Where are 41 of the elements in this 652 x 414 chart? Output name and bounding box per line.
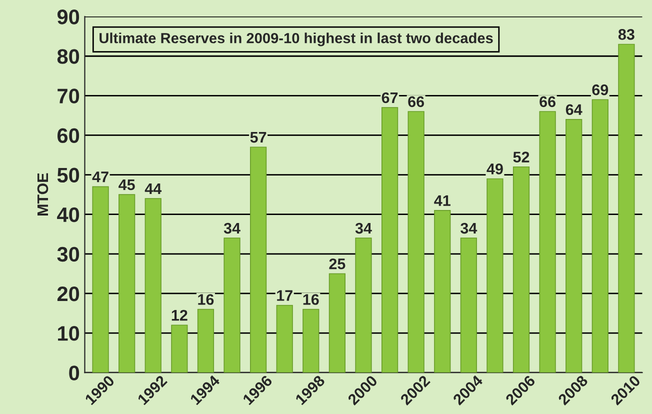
data-label: 16: [303, 294, 319, 305]
bar: [92, 186, 109, 373]
bar: [328, 273, 346, 373]
bar: [381, 107, 398, 373]
y-tick-label: 90: [57, 10, 80, 24]
bar: [618, 44, 635, 373]
data-label: 83: [618, 29, 634, 40]
data-label: 69: [592, 84, 608, 96]
y-tick-label: 40: [57, 207, 80, 222]
data-label: 34: [460, 222, 478, 234]
y-tick-label: 70: [58, 88, 80, 104]
y-tick-label: 30: [57, 246, 80, 262]
text: Ultimate Reserves in 2009-10 highest in last two decades: [100, 32, 493, 46]
data-label: 66: [408, 96, 424, 108]
y-tick-label: 0: [69, 366, 80, 380]
y-tick-label: 20: [57, 286, 80, 302]
y-tick-label: 60: [57, 128, 80, 143]
data-label: 66: [540, 96, 556, 108]
data-label: 16: [198, 294, 214, 305]
data-label: 12: [172, 310, 188, 321]
data-label: 34: [355, 222, 372, 234]
data-label: 64: [566, 104, 582, 116]
y-tick-label: 10: [58, 326, 80, 341]
data-label: 47: [92, 172, 108, 182]
y-axis-title: MTOE: [37, 173, 48, 216]
data-label: 17: [277, 290, 292, 301]
bar: [592, 99, 608, 373]
data-label: 34: [224, 222, 240, 234]
bar: [539, 111, 556, 373]
bar: [250, 146, 267, 373]
data-label: 41: [434, 195, 450, 206]
data-label: 49: [486, 164, 503, 174]
data-label: 67: [382, 92, 398, 104]
data-label: 52: [513, 152, 530, 162]
data-label: 45: [118, 180, 135, 190]
data-label: 25: [329, 258, 346, 270]
data-label: 57: [250, 132, 266, 143]
bar: [408, 111, 424, 373]
y-tick-label: 80: [57, 49, 80, 64]
y-tick-label: 50: [57, 168, 80, 183]
data-label: 44: [144, 183, 162, 194]
